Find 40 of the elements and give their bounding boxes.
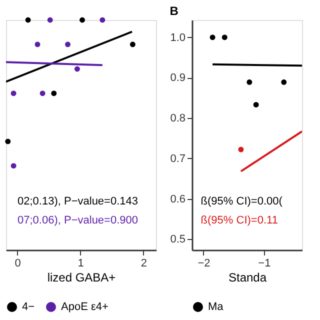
- annotation: 07;0.06), P−value=0.900: [18, 214, 138, 227]
- x-axis-title: Standa: [228, 270, 267, 284]
- y-tick-label: 0.6: [170, 193, 186, 206]
- point: [100, 17, 106, 23]
- point: [130, 42, 136, 48]
- x-tick-label: 1: [78, 258, 84, 270]
- point: [10, 163, 16, 169]
- point: [210, 34, 216, 40]
- point: [65, 42, 71, 48]
- x-tick-label: −1: [258, 258, 271, 270]
- y-tick-label: 0.7: [170, 152, 186, 165]
- point: [246, 79, 252, 85]
- legend-label: 4−: [22, 301, 35, 313]
- x-tick-label: 2: [140, 258, 147, 270]
- point: [74, 66, 80, 72]
- x-tick-label: 0: [14, 258, 21, 270]
- y-tick-label: 0.8: [170, 112, 186, 125]
- point: [80, 17, 85, 23]
- point: [25, 17, 31, 23]
- y-tick-label: 1.0: [170, 32, 186, 44]
- x-tick-label: −2: [198, 258, 210, 270]
- point: [40, 90, 46, 96]
- x-axis-title: lized GABA+: [47, 270, 116, 284]
- point: [47, 17, 53, 23]
- point: [222, 34, 228, 40]
- point: [281, 79, 287, 85]
- annotation: 02;0.13), P−value=0.143: [18, 196, 138, 208]
- point: [34, 42, 40, 48]
- legend-label: ApoE ε4+: [61, 301, 108, 313]
- y-tick-label: 0.5: [170, 234, 186, 246]
- text: Ma: [208, 301, 224, 313]
- point: [253, 102, 259, 108]
- point: [51, 90, 57, 96]
- annotation: ß(95% CI)=0.11: [200, 214, 278, 227]
- annotation: ß(95% CI)=0.00(: [200, 196, 283, 208]
- chart-title: B: [170, 4, 179, 18]
- point: [5, 138, 11, 144]
- point: [10, 90, 16, 96]
- y-tick-label: 0.9: [170, 72, 186, 84]
- point: [238, 146, 244, 152]
